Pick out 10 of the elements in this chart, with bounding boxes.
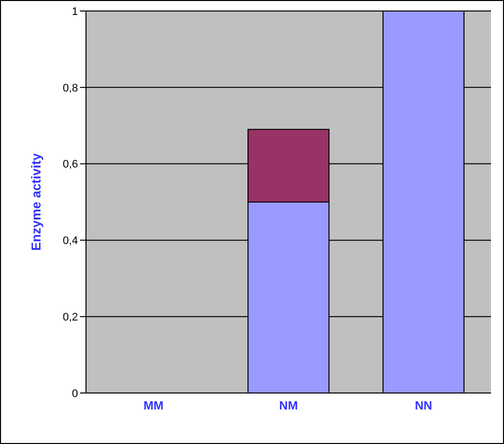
y-tick-label: 0,6: [62, 158, 78, 171]
y-tick-label: 1: [72, 6, 78, 18]
y-tick-label: 0,2: [62, 312, 78, 324]
y-tick-label: 0,4: [62, 235, 78, 248]
x-tick-label: NM: [279, 398, 298, 413]
y-tick-label: 0: [72, 388, 78, 400]
x-tick-label: NN: [414, 398, 432, 413]
y-tick-label: 0,8: [62, 82, 78, 94]
x-tick-label: MM: [144, 398, 164, 413]
y-axis-title: Enzyme activity: [28, 152, 44, 251]
